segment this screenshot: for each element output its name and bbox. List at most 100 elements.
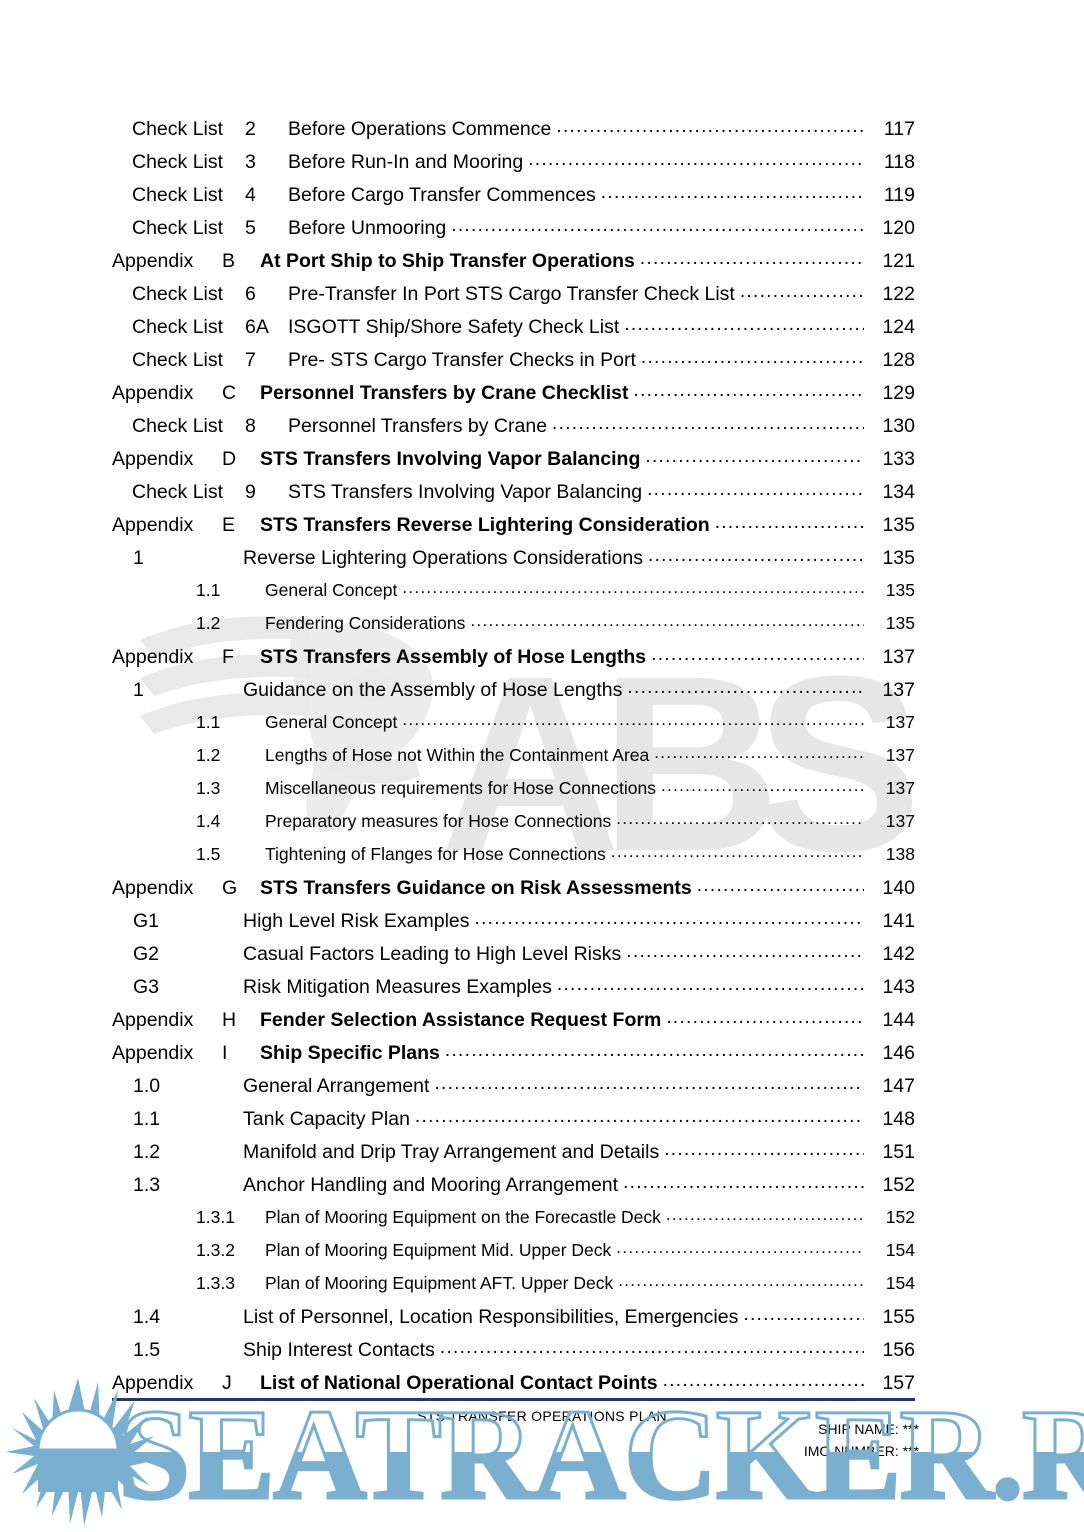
toc-entry[interactable]: 1.3.2 Plan of Mooring Equipment Mid. Uppe…: [0, 1238, 1084, 1273]
toc-entry-title: Manifold and Drip Tray Arrangement and D…: [243, 1141, 660, 1163]
toc-leader-dots: ........................................…: [402, 578, 864, 597]
footer-page-number: x: [106, 1424, 113, 1440]
toc-leader-dots: ........................................…: [714, 512, 864, 533]
toc-entry-title: Before Operations Commence: [288, 118, 552, 140]
toc-entry-number: 1.3.1: [196, 1207, 235, 1227]
toc-entry[interactable]: Appendix G STS Transfers Guidance on Risk …: [0, 875, 1084, 910]
toc-entry-number: 1.5: [133, 1339, 161, 1361]
toc-entry-page: 128: [882, 349, 915, 371]
toc-entry-page: 144: [882, 1009, 915, 1031]
toc-entry-page: 154: [885, 1273, 915, 1293]
toc-entry-page: 129: [882, 382, 915, 404]
toc-entry-title: List of Personnel, Location Responsibili…: [243, 1306, 739, 1328]
toc-leader-dots: ........................................…: [640, 347, 864, 368]
toc-entry-page: 148: [882, 1108, 915, 1130]
toc-entry[interactable]: Appendix F STS Transfers Assembly of Hose …: [0, 644, 1084, 679]
toc-entry[interactable]: Check List 2 Before Operations Commence...…: [0, 116, 1084, 151]
toc-entry-page: 155: [882, 1306, 915, 1328]
toc-entry[interactable]: 1.2 Fendering Considerations.............…: [0, 611, 1084, 646]
toc-entry-number: 9: [245, 481, 256, 503]
toc-entry[interactable]: Appendix I Ship Specific Plans............…: [0, 1040, 1084, 1075]
toc-entry-kind: Appendix: [112, 1009, 194, 1031]
toc-entry-title: Ship Interest Contacts: [243, 1339, 435, 1361]
toc-entry[interactable]: 1 Reverse Lightering Operations Considera…: [0, 545, 1084, 580]
toc-entry-page: 147: [882, 1075, 915, 1097]
toc-entry-number: G3: [133, 976, 160, 998]
toc-entry-number: B: [222, 250, 236, 272]
toc-entry-number: 1.3: [133, 1174, 161, 1196]
toc-entry-title: ISGOTT Ship/Shore Safety Check List: [288, 316, 620, 338]
toc-leader-dots: ........................................…: [654, 743, 864, 762]
toc-entry[interactable]: Check List 7 Pre- STS Cargo Transfer Check…: [0, 347, 1084, 382]
toc-entry-kind: Check List: [132, 184, 224, 206]
toc-entry-page: 121: [882, 250, 915, 272]
toc-entry[interactable]: 1.1 Tank Capacity Plan...................…: [0, 1106, 1084, 1141]
toc-entry-number: 1.3: [196, 778, 221, 798]
toc-entry-title: Pre-Transfer In Port STS Cargo Transfer …: [288, 283, 735, 305]
toc-entry-title: Plan of Mooring Equipment Mid. Upper Dec…: [265, 1240, 612, 1260]
toc-entry[interactable]: 1.3 Anchor Handling and Mooring Arrangeme…: [0, 1172, 1084, 1207]
toc-entry-kind: Appendix: [112, 514, 194, 536]
toc-entry-number: 1.1: [196, 712, 221, 732]
toc-entry[interactable]: 1.1 General Concept......................…: [0, 578, 1084, 613]
toc-leader-dots: ........................................…: [623, 1172, 864, 1193]
toc-entry[interactable]: Appendix H Fender Selection Assistance Req…: [0, 1007, 1084, 1042]
toc-entry[interactable]: 1.4 List of Personnel, Location Responsib…: [0, 1304, 1084, 1339]
toc-entry[interactable]: 1.2 Manifold and Drip Tray Arrangement an…: [0, 1139, 1084, 1174]
toc-leader-dots: ........................................…: [696, 875, 864, 896]
toc-entry-page: 142: [882, 943, 915, 965]
toc-entry[interactable]: Check List 9 STS Transfers Involving Vapor…: [0, 479, 1084, 514]
toc-entry[interactable]: 1.1 General Concept......................…: [0, 710, 1084, 745]
toc-entry[interactable]: 1.0 General Arrangement..................…: [0, 1073, 1084, 1108]
toc-entry[interactable]: Check List 4 Before Cargo Transfer Commenc…: [0, 182, 1084, 217]
toc-entry[interactable]: Appendix B At Port Ship to Ship Transfer O…: [0, 248, 1084, 283]
toc-entry[interactable]: 1.3.1 Plan of Mooring Equipment on the Fo…: [0, 1205, 1084, 1240]
toc-leader-dots: ........................................…: [647, 479, 864, 500]
toc-entry[interactable]: Check List 8 Personnel Transfers by Crane.…: [0, 413, 1084, 448]
toc-entry-number: 1.3.3: [196, 1273, 235, 1293]
toc-entry[interactable]: 1.3 Miscellaneous requirements for Hose C…: [0, 776, 1084, 811]
toc-leader-dots: ........................................…: [556, 116, 864, 137]
toc-entry-page: 134: [882, 481, 915, 503]
toc-entry[interactable]: G1 High Level Risk Examples..............…: [0, 908, 1084, 943]
toc-entry-page: 135: [882, 547, 915, 569]
toc-entry[interactable]: 1 Guidance on the Assembly of Hose Length…: [0, 677, 1084, 712]
toc-leader-dots: ........................................…: [444, 1040, 864, 1061]
toc-entry-number: 1.0: [133, 1075, 161, 1097]
toc-leader-dots: ........................................…: [434, 1073, 864, 1094]
toc-entry-number: 5: [245, 217, 256, 239]
toc-entry[interactable]: 1.5 Tightening of Flanges for Hose Connec…: [0, 842, 1084, 877]
toc-entry-page: 120: [882, 217, 915, 239]
toc-entry-page: 135: [882, 514, 915, 536]
toc-entry[interactable]: 1.3.3 Plan of Mooring Equipment AFT. Uppe…: [0, 1271, 1084, 1306]
toc-entry[interactable]: 1.4 Preparatory measures for Hose Connect…: [0, 809, 1084, 844]
toc-leader-dots: ........................................…: [616, 1238, 864, 1257]
toc-entry[interactable]: Appendix C Personnel Transfers by Crane Ch…: [0, 380, 1084, 415]
toc-leader-dots: ........................................…: [618, 1271, 864, 1290]
toc-entry-title: Lengths of Hose not Within the Containme…: [265, 745, 650, 765]
toc-leader-dots: ........................................…: [552, 413, 864, 434]
toc-entry-title: Personnel Transfers by Crane Checklist: [260, 382, 629, 404]
toc-entry[interactable]: G3 Risk Mitigation Measures Examples.....…: [0, 974, 1084, 1009]
toc-entry[interactable]: Appendix E STS Transfers Reverse Lighterin…: [0, 512, 1084, 547]
toc-entry-number: G: [222, 877, 238, 899]
toc-entry[interactable]: 1.2 Lengths of Hose not Within the Contai…: [0, 743, 1084, 778]
toc-entry[interactable]: Check List 3 Before Run-In and Mooring....…: [0, 149, 1084, 184]
toc-entry[interactable]: Check List 6A ISGOTT Ship/Shore Safety Che…: [0, 314, 1084, 349]
toc-entry-title: STS Transfers Assembly of Hose Lengths: [260, 646, 647, 668]
toc-entry[interactable]: Appendix D STS Transfers Involving Vapor B…: [0, 446, 1084, 481]
toc-leader-dots: ........................................…: [639, 248, 864, 269]
toc-leader-dots: ........................................…: [439, 1337, 864, 1358]
toc-entry[interactable]: Check List 5 Before Unmooring.............…: [0, 215, 1084, 250]
toc-leader-dots: ........................................…: [624, 314, 864, 335]
toc-entry-title: Preparatory measures for Hose Connection…: [265, 811, 612, 831]
toc-entry-title: Before Run-In and Mooring: [288, 151, 524, 173]
toc-entry[interactable]: G2 Casual Factors Leading to High Level R…: [0, 941, 1084, 976]
toc-entry-title: Before Cargo Transfer Commences: [288, 184, 596, 206]
toc-entry-title: Guidance on the Assembly of Hose Lengths: [243, 679, 623, 701]
toc-entry-title: High Level Risk Examples: [243, 910, 470, 932]
toc-leader-dots: ........................................…: [610, 842, 864, 861]
toc-entry[interactable]: 1.5 Ship Interest Contacts...............…: [0, 1337, 1084, 1372]
toc-entry-number: 1.4: [196, 811, 221, 831]
toc-entry[interactable]: Check List 6 Pre-Transfer In Port STS Carg…: [0, 281, 1084, 316]
